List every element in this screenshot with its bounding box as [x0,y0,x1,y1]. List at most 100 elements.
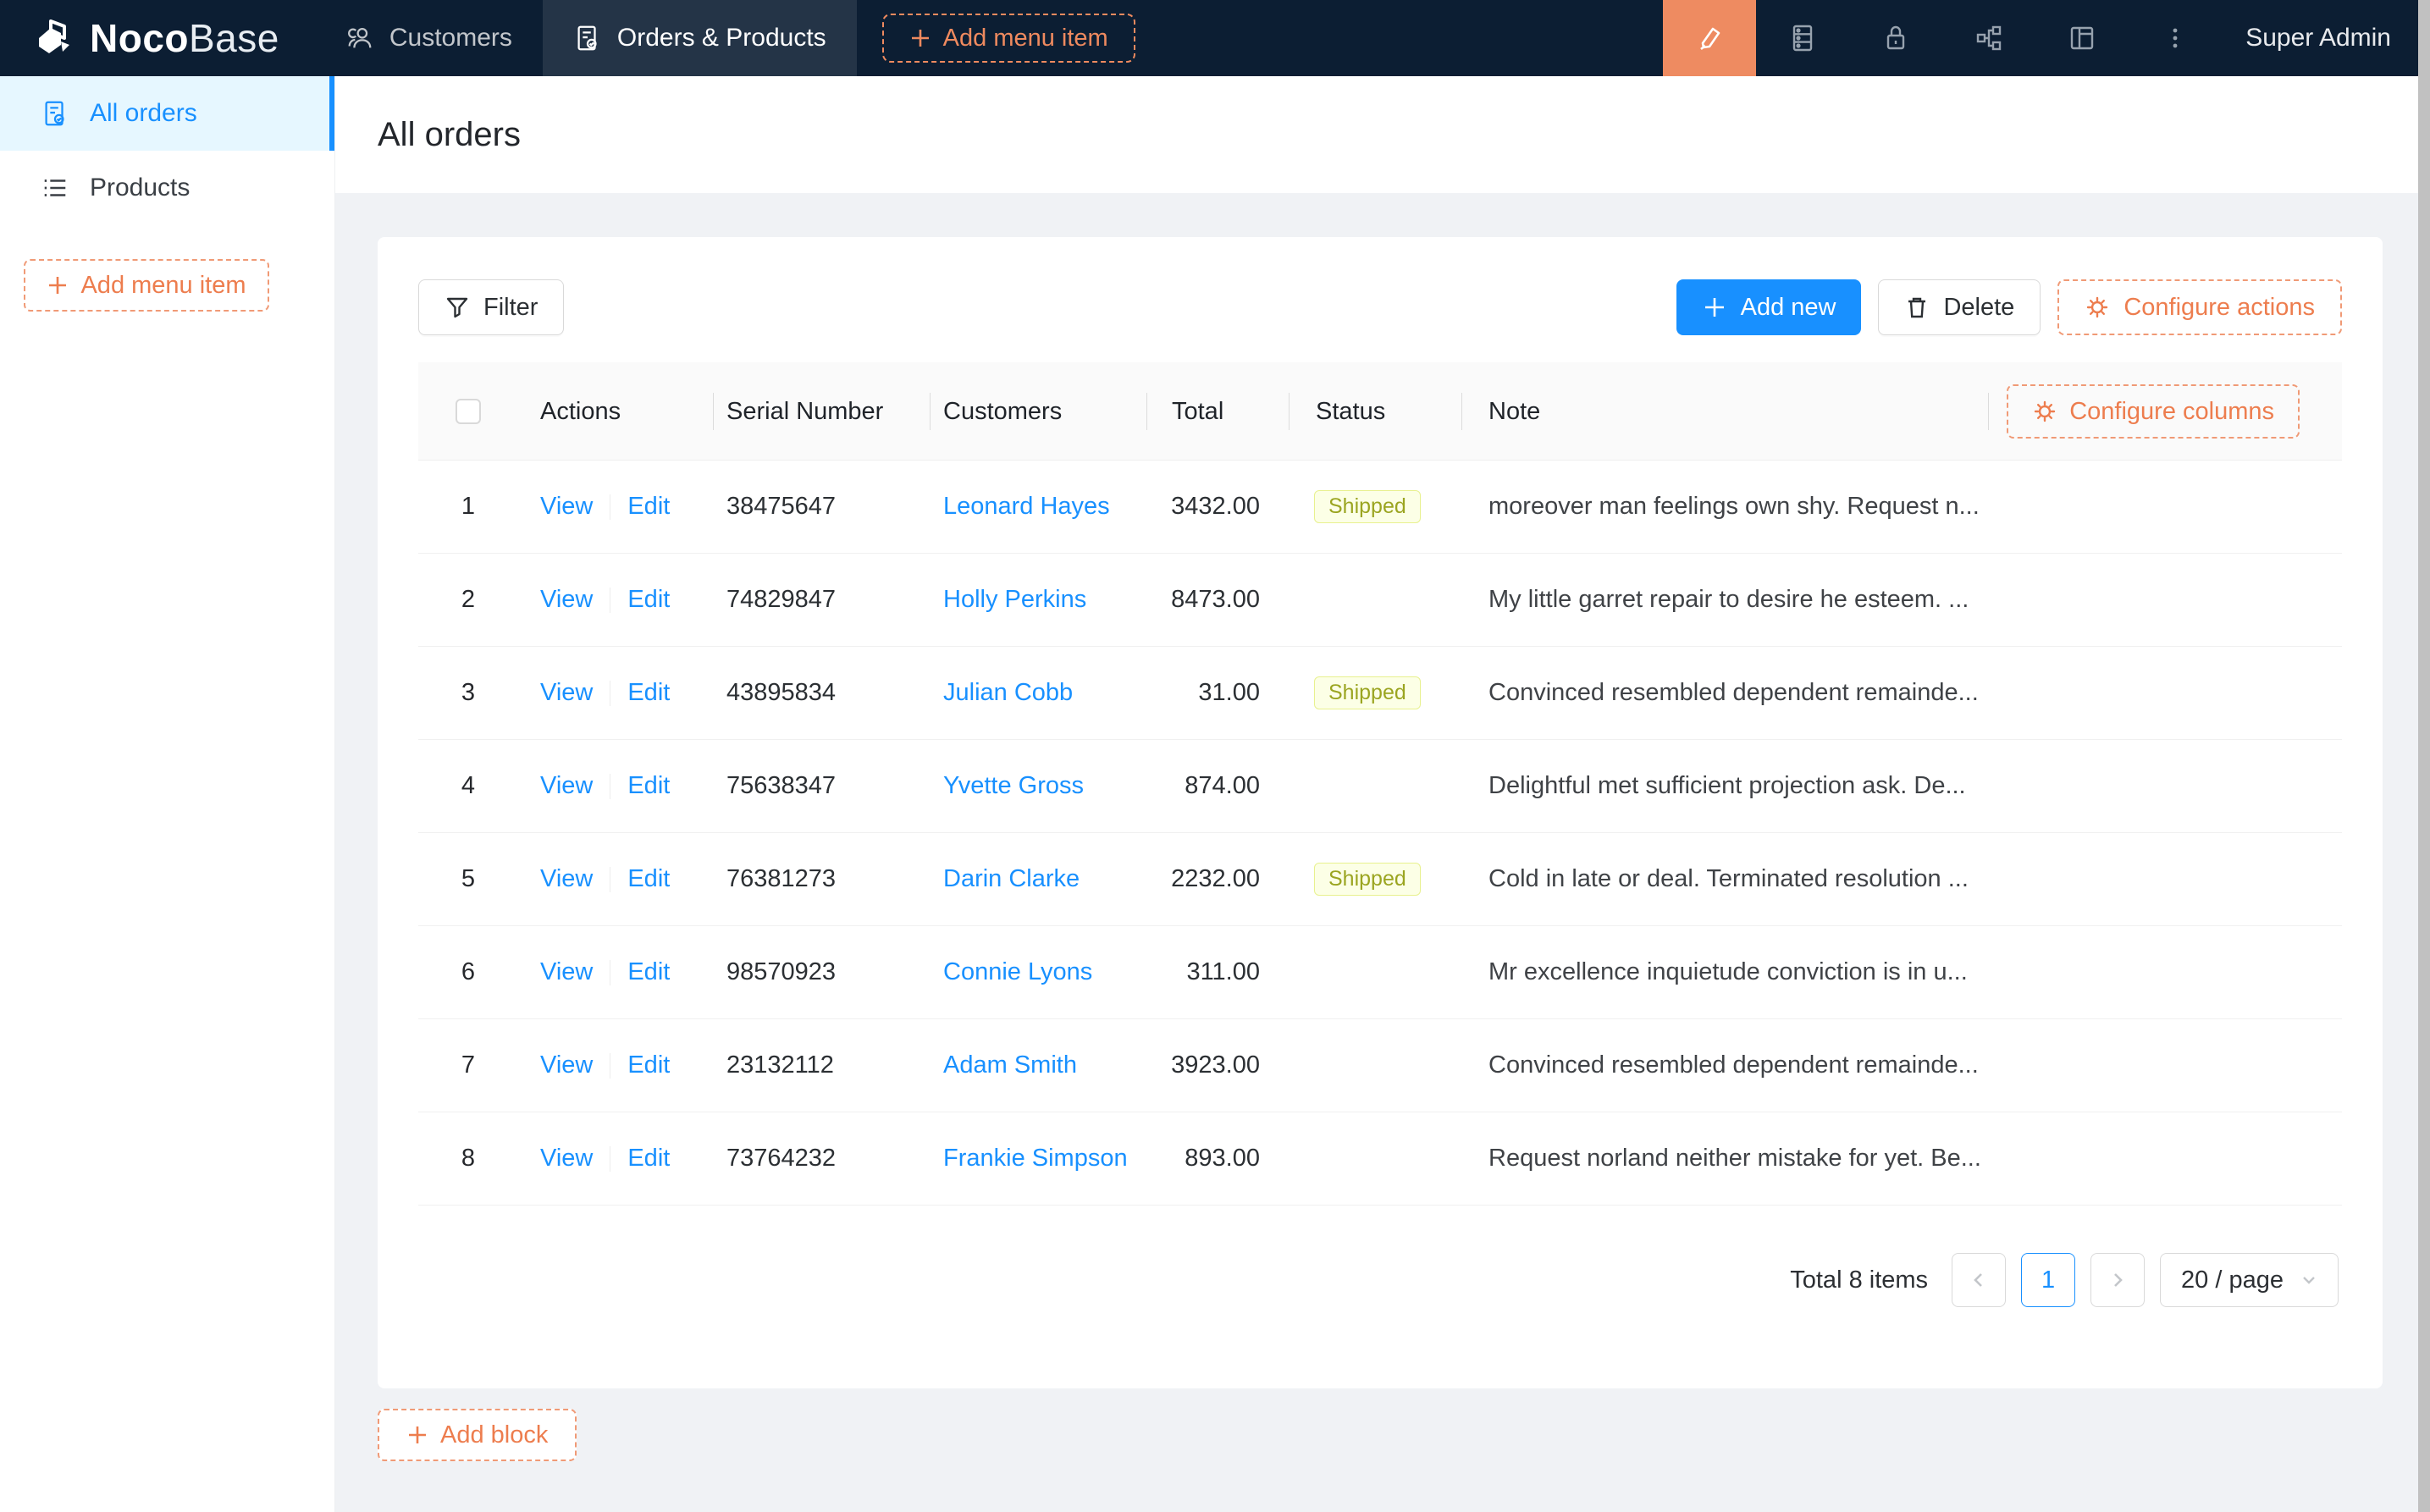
pagination-next-button[interactable] [2090,1253,2145,1307]
edit-link[interactable]: Edit [627,958,670,986]
delete-button[interactable]: Delete [1878,279,2041,335]
edit-link[interactable]: Edit [627,586,670,614]
note-text: Cold in late or deal. Terminated resolut… [1461,865,1988,893]
database-button[interactable] [1756,0,1849,76]
plugin-settings-button[interactable] [2035,0,2129,76]
row-index: 8 [418,1145,518,1173]
user-menu[interactable]: Super Admin [2222,24,2430,52]
topbar: NocoBase Customers Orders & Products [0,0,2430,76]
table-row: 8 ViewEdit 73764232 Frankie Simpson 893.… [418,1112,2342,1206]
window-scrollbar[interactable] [2418,0,2430,1512]
pagination-prev-button[interactable] [1952,1253,2006,1307]
ui-editor-button[interactable] [1663,0,1756,76]
add-menu-item-button-sidebar[interactable]: Add menu item [24,259,269,312]
filter-button[interactable]: Filter [418,279,564,335]
edit-link[interactable]: Edit [627,493,670,521]
view-link[interactable]: View [540,493,593,521]
note-text: Convinced resembled dependent remainde..… [1461,1051,1988,1079]
row-index: 1 [418,493,518,521]
customer-link[interactable]: Holly Perkins [943,586,1086,613]
orders-table-block: Filter Add new [378,237,2383,1388]
row-index: 5 [418,865,518,893]
chevron-left-icon [1969,1271,1988,1289]
table-body: 1 ViewEdit 38475647 Leonard Hayes 3432.0… [418,461,2342,1206]
sidebar-item-all-orders[interactable]: All orders [0,76,334,151]
customer-link[interactable]: Yvette Gross [943,772,1084,799]
sidebar-item-products[interactable]: Products [0,151,334,225]
select-all-checkbox[interactable] [456,399,481,424]
pagination: Total 8 items 1 20 / page [418,1253,2342,1307]
page-title: All orders [378,116,521,154]
row-index: 2 [418,586,518,614]
view-link[interactable]: View [540,772,593,800]
total-value: 31.00 [1146,679,1289,707]
column-header-total: Total [1146,362,1289,461]
toolbar-actions: Add new Delete [1676,279,2342,335]
add-new-button[interactable]: Add new [1676,279,1862,335]
file-check-icon [573,24,602,52]
edit-link[interactable]: Edit [627,772,670,800]
serial-number: 76381273 [713,865,930,893]
view-link[interactable]: View [540,958,593,986]
table-header-row: Actions Serial Number Customers Total St… [418,362,2342,461]
view-link[interactable]: View [540,1051,593,1079]
add-menu-item-button-topbar[interactable]: Add menu item [882,14,1135,63]
plus-icon [1702,295,1727,320]
row-index: 3 [418,679,518,707]
topbar-actions: Super Admin [1663,0,2430,76]
tab-orders-products[interactable]: Orders & Products [543,0,857,76]
tab-label: Orders & Products [617,24,826,52]
customer-link[interactable]: Julian Cobb [943,679,1073,706]
edit-link[interactable]: Edit [627,679,670,707]
pagination-page-1[interactable]: 1 [2021,1253,2075,1307]
list-icon [41,174,69,202]
tab-label: Customers [389,24,512,52]
serial-number: 73764232 [713,1145,930,1173]
file-check-icon [41,99,69,128]
edit-link[interactable]: Edit [627,865,670,893]
more-button[interactable] [2129,0,2222,76]
gear-icon [2085,295,2110,320]
note-text: Delightful met sufficient projection ask… [1461,772,1988,800]
configure-actions-button[interactable]: Configure actions [2057,279,2342,335]
sidebar-item-label: All orders [90,99,197,128]
customer-link[interactable]: Leonard Hayes [943,493,1110,520]
view-link[interactable]: View [540,1145,593,1173]
table-row: 6 ViewEdit 98570923 Connie Lyons 311.00 … [418,926,2342,1019]
view-link[interactable]: View [540,586,593,614]
page-size-select[interactable]: 20 / page [2160,1253,2339,1307]
edit-link[interactable]: Edit [627,1145,670,1173]
plus-icon [909,27,931,49]
table-row: 5 ViewEdit 76381273 Darin Clarke 2232.00… [418,833,2342,926]
sidebar-item-label: Products [90,174,190,202]
plus-icon [47,274,69,296]
more-icon [2160,23,2190,53]
total-value: 3923.00 [1146,1051,1289,1079]
tab-customers[interactable]: Customers [315,0,543,76]
customer-link[interactable]: Frankie Simpson [943,1145,1128,1172]
row-index: 7 [418,1051,518,1079]
customer-link[interactable]: Connie Lyons [943,958,1092,985]
page-header: All orders [335,76,2430,193]
view-link[interactable]: View [540,865,593,893]
chevron-down-icon [2300,1272,2317,1289]
edit-link[interactable]: Edit [627,1051,670,1079]
chevron-right-icon [2108,1271,2127,1289]
lock-icon [1880,23,1911,53]
lock-button[interactable] [1849,0,1942,76]
customer-link[interactable]: Darin Clarke [943,865,1080,892]
table-row: 1 ViewEdit 38475647 Leonard Hayes 3432.0… [418,461,2342,554]
note-text: moreover man feelings own shy. Request n… [1461,493,1988,521]
column-header-actions: Actions [518,362,713,461]
view-link[interactable]: View [540,679,593,707]
layout-icon [2067,23,2097,53]
note-text: My little garret repair to desire he est… [1461,586,1988,614]
total-value: 3432.00 [1146,493,1289,521]
serial-number: 23132112 [713,1051,930,1079]
customer-link[interactable]: Adam Smith [943,1051,1077,1079]
workflow-button[interactable] [1942,0,2035,76]
add-block-button[interactable]: Add block [378,1409,577,1461]
status-badge: Shipped [1314,863,1421,896]
configure-columns-button[interactable]: Configure columns [2007,384,2300,439]
highlighter-icon [1694,23,1725,53]
